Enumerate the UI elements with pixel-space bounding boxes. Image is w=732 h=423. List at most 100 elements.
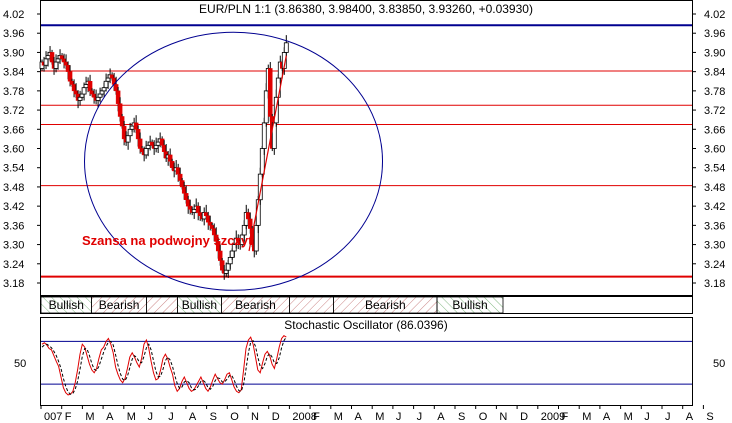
oscillator-title: Stochastic Oscillator (86.0396) — [284, 318, 447, 332]
candle-body — [248, 218, 253, 229]
candle-body — [53, 61, 59, 69]
y-tick-label-right: 3.66 — [704, 124, 725, 136]
candle-body — [129, 125, 135, 130]
candle-body — [229, 250, 235, 258]
candle-body — [246, 212, 251, 220]
y-tick-label-right: 3.96 — [704, 28, 725, 40]
price-chart-title: EUR/PLN 1:1 (3.86380, 3.98400, 3.83850, … — [199, 2, 533, 16]
y-tick-label-left: 3.24 — [3, 259, 24, 271]
x-tick-label: J — [168, 411, 174, 423]
oscillator-tick-left: 50 — [14, 358, 26, 370]
candle-body — [81, 87, 87, 95]
candle-body — [205, 215, 211, 223]
candle-body — [263, 90, 269, 124]
sentiment-segment — [289, 296, 335, 314]
candle-body — [175, 167, 181, 175]
price-ticks: 4.02 4.02 3.96 3.96 3.90 3.90 3.84 3.84 3.78 3.78… — [3, 9, 725, 290]
candle-body — [109, 74, 115, 79]
y-tick-label-left: 3.36 — [3, 220, 24, 232]
x-tick-label: J — [644, 411, 650, 423]
candle-body — [79, 93, 85, 98]
x-tick-label: A — [686, 411, 694, 423]
y-tick-label-right: 3.90 — [704, 47, 725, 59]
candle-body — [195, 205, 201, 213]
candle-body — [143, 148, 149, 156]
x-tick-label: A — [437, 411, 445, 423]
candle-body — [83, 84, 89, 89]
oscillator-series-d — [41, 336, 287, 395]
candle-body — [95, 96, 101, 101]
y-tick-label-left: 3.54 — [3, 163, 24, 175]
candle-body — [127, 128, 133, 137]
x-tick-label: M — [375, 411, 384, 423]
sentiment-label: Bearish — [99, 298, 140, 312]
candle-body — [77, 96, 83, 101]
candle-body — [159, 138, 165, 146]
candle-body — [167, 154, 173, 162]
y-tick-label-right: 4.02 — [704, 9, 725, 21]
y-tick-label-right: 3.78 — [704, 86, 725, 98]
candle-body — [177, 173, 183, 181]
candle-body — [139, 148, 145, 152]
candle-body — [259, 148, 265, 175]
candle-body — [105, 77, 111, 82]
x-tick-label: F — [313, 411, 320, 423]
candle-body — [183, 193, 189, 200]
y-tick-label-right: 3.42 — [704, 201, 725, 213]
y-tick-label-left: 3.42 — [3, 201, 24, 213]
x-tick-label: M — [624, 411, 633, 423]
x-tick-label: 007 — [44, 411, 62, 423]
x-tick-label: N — [499, 411, 507, 423]
candle-body — [119, 116, 125, 127]
annotation-text: Szansa na podwojny szczyt — [82, 233, 253, 248]
candle-body — [133, 122, 139, 130]
candle-body — [65, 64, 71, 72]
x-tick-label: M — [582, 411, 591, 423]
oscillator-tick-right: 50 — [713, 358, 725, 370]
y-tick-label-left: 3.84 — [3, 67, 24, 79]
x-tick-label: S — [458, 411, 465, 423]
oscillator-plot: 50 50 — [14, 335, 725, 396]
x-tick-label: 2008 — [292, 411, 316, 423]
y-tick-label-right: 3.84 — [704, 67, 725, 79]
candle-body — [73, 90, 79, 95]
candle-body — [55, 58, 61, 63]
y-tick-label-right: 3.60 — [704, 144, 725, 156]
x-tick-label: M — [334, 411, 343, 423]
x-tick-label: A — [355, 411, 363, 423]
candle-body — [225, 263, 231, 271]
candle-body — [69, 81, 75, 85]
pattern-circle — [84, 31, 384, 291]
candle-body — [207, 221, 213, 226]
price-levels — [41, 24, 692, 278]
candle-body — [49, 52, 55, 63]
candle-body — [125, 135, 131, 143]
price-candles — [39, 35, 289, 280]
price-overlays — [84, 31, 384, 291]
x-tick-label: J — [396, 411, 402, 423]
x-tick-label: O — [230, 411, 239, 423]
candle-body — [97, 93, 103, 98]
candle-body — [87, 81, 93, 92]
candle-body — [209, 225, 215, 229]
candle-body — [185, 199, 191, 207]
sentiment-label: Bearish — [365, 298, 406, 312]
candle-body — [191, 208, 197, 213]
candle-body — [179, 180, 185, 188]
candle-body — [113, 84, 119, 92]
candle-body — [187, 205, 193, 210]
candle-body — [161, 145, 167, 152]
y-tick-label-left: 3.96 — [3, 28, 24, 40]
x-tick-label: F — [65, 411, 72, 423]
y-tick-label-left: 3.66 — [3, 124, 24, 136]
candle-body — [145, 144, 151, 149]
candle-body — [155, 141, 161, 146]
candle-body — [89, 90, 95, 95]
candle-body — [253, 224, 259, 252]
candle-body — [71, 84, 77, 92]
candle-body — [45, 55, 51, 60]
y-tick-label-left: 3.72 — [3, 105, 24, 117]
candle-body — [181, 186, 187, 194]
x-tick-label: F — [562, 411, 569, 423]
